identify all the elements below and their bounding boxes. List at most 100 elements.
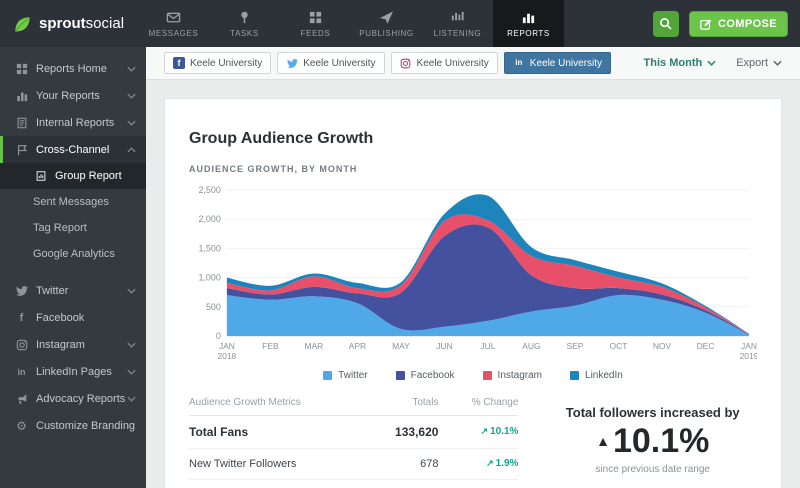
- col-header-change: % Change: [471, 396, 519, 408]
- bar-chart-icon: [522, 13, 535, 23]
- svg-text:500: 500: [206, 302, 221, 312]
- sidebar-item-reports-home[interactable]: Reports Home: [0, 55, 146, 82]
- profile-chip-label: Keele University: [416, 57, 489, 69]
- sidebar-item-google-analytics[interactable]: Google Analytics: [0, 241, 146, 267]
- chevron-down-icon: [127, 66, 136, 72]
- profile-chip-facebook[interactable]: f Keele University: [164, 52, 272, 74]
- table-row: Total Fans 133,620 ↗ 10.1%: [189, 416, 519, 449]
- sidebar-item-cross-channel[interactable]: Cross-Channel: [0, 136, 146, 163]
- svg-text:AUG: AUG: [522, 341, 540, 351]
- trend-up-icon: ↗: [480, 426, 489, 437]
- profile-chip-linkedin[interactable]: in Keele University: [503, 52, 612, 74]
- linkedin-swatch: [570, 370, 580, 380]
- audience-growth-chart: 0 500 1,000 1,500 2,000 2,500 JAN 2018 FEB MAR APR…: [198, 185, 757, 361]
- table-row: New Twitter Followers 678 ↗ 1.9%: [189, 449, 519, 480]
- main-content: f Keele University Keele University Keel…: [146, 47, 800, 488]
- nav-feeds[interactable]: FEEDS: [280, 0, 351, 47]
- sidebar-item-label: Google Analytics: [33, 248, 115, 260]
- svg-text:NOV: NOV: [653, 341, 672, 351]
- svg-text:SEP: SEP: [567, 341, 584, 351]
- nav-publishing[interactable]: PUBLISHING: [351, 0, 422, 47]
- instagram-swatch: [482, 370, 492, 380]
- messages-icon: [166, 12, 181, 22]
- nav-messages[interactable]: MESSAGES: [138, 0, 209, 47]
- card-bottom: Audience Growth Metrics Totals % Change …: [189, 397, 757, 488]
- facebook-icon: f: [19, 311, 24, 324]
- legend-item-twitter[interactable]: Twitter: [323, 369, 368, 381]
- svg-text:2,500: 2,500: [198, 185, 220, 195]
- chevron-down-icon: [707, 57, 716, 69]
- legend-label: Facebook: [410, 369, 455, 381]
- followers-summary: Total followers increased by ▲ 10.1% sin…: [548, 397, 757, 488]
- compose-button[interactable]: COMPOSE: [688, 10, 788, 37]
- sidebar-item-twitter[interactable]: Twitter: [0, 277, 146, 304]
- facebook-icon: f: [173, 57, 185, 69]
- sidebar-item-internal-reports[interactable]: Internal Reports: [0, 109, 146, 136]
- reports-sidebar: Reports Home Your Reports Internal Repor…: [0, 47, 146, 488]
- nav-listening[interactable]: LISTENING: [422, 0, 493, 47]
- sidebar-item-label: Tag Report: [33, 222, 87, 234]
- nav-label: LISTENING: [433, 28, 482, 38]
- profile-chip-label: Keele University: [529, 57, 603, 69]
- svg-text:2,000: 2,000: [198, 214, 220, 224]
- svg-text:FEB: FEB: [262, 341, 279, 351]
- chevron-down-icon: [127, 342, 136, 348]
- nav-reports[interactable]: REPORTS: [493, 0, 564, 47]
- profile-chip-instagram[interactable]: Keele University: [390, 52, 498, 74]
- audience-growth-metrics-table: Audience Growth Metrics Totals % Change …: [189, 396, 519, 488]
- sidebar-item-group-report[interactable]: Group Report: [0, 163, 146, 189]
- legend-item-instagram[interactable]: Instagram: [482, 369, 543, 381]
- nav-label: MESSAGES: [148, 28, 199, 38]
- metric-total: 678: [420, 457, 439, 470]
- chevron-down-icon: [127, 93, 136, 99]
- legend-item-facebook[interactable]: Facebook: [395, 369, 455, 381]
- legend-label: Twitter: [338, 369, 368, 381]
- sidebar-item-advocacy-reports[interactable]: Advocacy Reports: [0, 385, 146, 412]
- sprout-social-logo[interactable]: sproutsocial: [0, 0, 138, 47]
- sidebar-item-linkedin-pages[interactable]: in LinkedIn Pages: [0, 358, 146, 385]
- sidebar-item-sent-messages[interactable]: Sent Messages: [0, 189, 146, 215]
- twitter-icon: [14, 284, 29, 298]
- page-title: Group Audience Growth: [189, 129, 374, 147]
- filter-right: This Month Export: [644, 57, 782, 69]
- legend-label: Instagram: [497, 369, 543, 381]
- megaphone-icon: [14, 392, 29, 406]
- sidebar-item-tag-report[interactable]: Tag Report: [0, 215, 146, 241]
- profile-chip-label: Keele University: [190, 57, 263, 69]
- sidebar-item-label: Sent Messages: [33, 196, 109, 208]
- grid-icon: [309, 11, 322, 23]
- svg-text:1,000: 1,000: [198, 272, 220, 282]
- grid-icon: [14, 62, 29, 76]
- sidebar-item-your-reports[interactable]: Your Reports: [0, 82, 146, 109]
- gear-icon: ⚙: [16, 418, 27, 433]
- instagram-icon: [14, 338, 29, 352]
- nav-label: TASKS: [230, 28, 259, 38]
- svg-text:OCT: OCT: [610, 341, 628, 351]
- chevron-up-icon: [127, 146, 136, 153]
- legend-item-linkedin[interactable]: LinkedIn: [570, 370, 623, 381]
- nav-label: FEEDS: [300, 28, 331, 38]
- chevron-down-icon: [127, 288, 136, 294]
- sidebar-item-instagram[interactable]: Instagram: [0, 331, 146, 358]
- paper-plane-icon: [379, 10, 394, 24]
- nav-label: REPORTS: [507, 28, 550, 38]
- date-range-dropdown[interactable]: This Month: [644, 57, 717, 69]
- col-header-totals: Totals: [412, 396, 439, 408]
- leaf-icon: [15, 16, 30, 31]
- bar-chart-icon: [14, 89, 29, 103]
- profile-chip-twitter[interactable]: Keele University: [277, 52, 385, 74]
- chart-subtitle: AUDIENCE GROWTH, BY MONTH: [189, 163, 358, 174]
- export-label: Export: [736, 57, 768, 69]
- export-dropdown[interactable]: Export: [736, 57, 782, 69]
- svg-text:1,500: 1,500: [198, 243, 220, 253]
- chevron-down-icon: [127, 369, 136, 375]
- sidebar-item-facebook[interactable]: f Facebook: [0, 304, 146, 331]
- svg-text:0: 0: [216, 331, 221, 341]
- sidebar-item-label: Twitter: [36, 284, 69, 297]
- twitter-icon: [286, 57, 298, 69]
- search-button[interactable]: [652, 10, 679, 37]
- nav-tasks[interactable]: TASKS: [209, 0, 280, 47]
- sidebar-item-customize-branding[interactable]: ⚙ Customize Branding: [0, 412, 146, 439]
